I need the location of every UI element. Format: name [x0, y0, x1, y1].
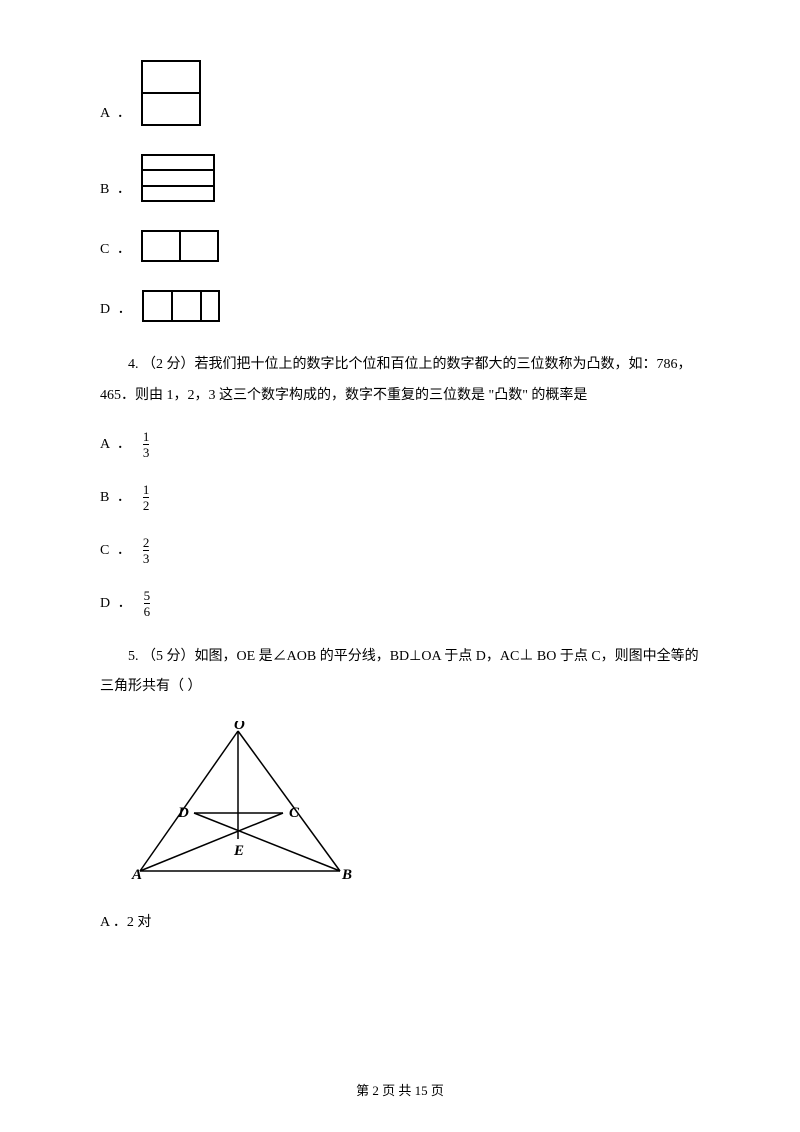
svg-text:B: B	[341, 867, 352, 883]
q4-option-c[interactable]: C ． 2 3	[100, 536, 700, 565]
q4-option-d-fraction: 5 6	[144, 589, 151, 618]
q3-option-a[interactable]: A ．	[100, 60, 700, 126]
q4-option-c-label: C ．	[100, 538, 133, 563]
q4-option-a[interactable]: A ． 1 3	[100, 430, 700, 459]
q5-option-a-label: A ．2 对	[100, 910, 151, 935]
q3-option-b[interactable]: B ．	[100, 154, 700, 202]
q5-text: 5. （5 分）如图，OE 是∠AOB 的平分线，BD⊥OA 于点 D，AC⊥ …	[100, 642, 700, 704]
svg-text:A: A	[131, 867, 142, 883]
q4-option-b-label: B ．	[100, 485, 133, 510]
q4-text: 4. （2 分）若我们把十位上的数字比个位和百位上的数字都大的三位数称为凸数，如…	[100, 350, 700, 412]
q3-option-d-label: D ．	[100, 297, 134, 322]
q3-option-a-label: A ．	[100, 101, 133, 126]
q3-option-b-label: B ．	[100, 177, 133, 202]
svg-text:D: D	[177, 805, 189, 821]
q4-option-d[interactable]: D ． 5 6	[100, 589, 700, 618]
q3-shape-d	[142, 290, 220, 322]
q4-option-c-fraction: 2 3	[143, 536, 150, 565]
page-footer: 第 2 页 共 15 页	[100, 1079, 700, 1102]
q4-option-b-fraction: 1 2	[143, 483, 150, 512]
q3-shape-b	[141, 154, 215, 202]
svg-text:C: C	[289, 805, 300, 821]
q4-option-d-label: D ．	[100, 591, 134, 616]
q3-option-d[interactable]: D ．	[100, 290, 700, 322]
svg-text:E: E	[233, 843, 244, 859]
q3-option-c[interactable]: C ．	[100, 230, 700, 262]
q3-shape-a	[141, 60, 201, 126]
q3-option-c-label: C ．	[100, 237, 133, 262]
q5-option-a[interactable]: A ．2 对	[100, 910, 700, 935]
q3-shape-c	[141, 230, 219, 262]
q4-option-a-fraction: 1 3	[143, 430, 150, 459]
svg-text:O: O	[234, 721, 245, 733]
q4-option-a-label: A ．	[100, 432, 133, 457]
q4-option-b[interactable]: B ． 1 2	[100, 483, 700, 512]
q5-figure: O D C E A B	[130, 721, 700, 895]
